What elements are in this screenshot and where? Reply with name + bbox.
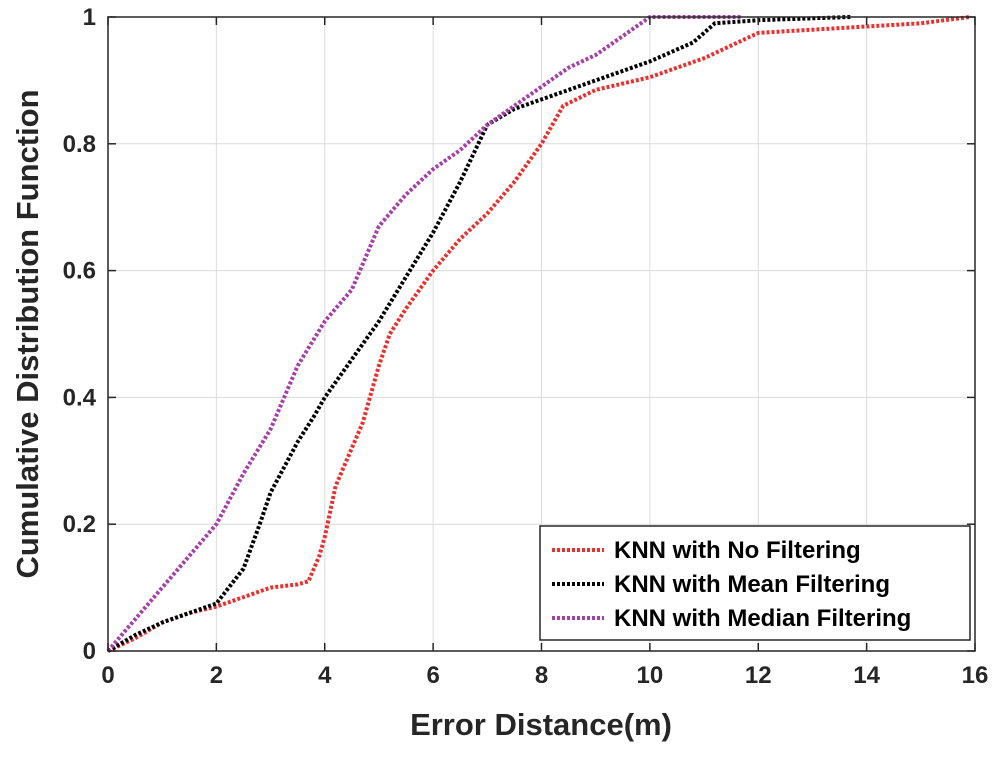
- axis-ticks: 0 2 4 6 8 10 12 14 16 0 0.2 0.4 0.6 0.8 1: [63, 4, 989, 689]
- y-tick-label: 1: [83, 4, 96, 31]
- y-tick-label: 0.4: [63, 384, 97, 411]
- x-axis-title: Error Distance(m): [410, 707, 672, 742]
- x-tick-label: 12: [745, 662, 772, 689]
- x-tick-label: 6: [426, 662, 439, 689]
- x-tick-label: 10: [637, 662, 664, 689]
- grid: [108, 17, 975, 651]
- legend-box: [539, 525, 971, 641]
- x-tick-label: 14: [853, 662, 880, 689]
- y-tick-label: 0.2: [63, 511, 96, 538]
- x-tick-label: 0: [101, 662, 114, 689]
- x-tick-label: 4: [318, 662, 332, 689]
- series-line-1: [107, 15, 970, 653]
- y-axis-title: Cumulative Distribution Function: [10, 89, 45, 578]
- series-lines: [106, 15, 970, 653]
- legend-label-1: KNN with No Filtering: [614, 537, 861, 564]
- legend: KNN with No Filtering KNN with Mean Filte…: [539, 525, 971, 641]
- x-tick-label: 2: [210, 662, 223, 689]
- legend-label-3: KNN with Median Filtering: [614, 605, 911, 632]
- y-tick-label: 0.6: [63, 258, 96, 285]
- x-tick-label: 8: [535, 662, 548, 689]
- x-tick-label: 16: [962, 662, 989, 689]
- series-line-2: [106, 15, 851, 653]
- series-line-3: [106, 15, 742, 653]
- legend-label-2: KNN with Mean Filtering: [614, 571, 890, 598]
- y-tick-label: 0.8: [63, 131, 96, 158]
- y-tick-label: 0: [83, 638, 96, 665]
